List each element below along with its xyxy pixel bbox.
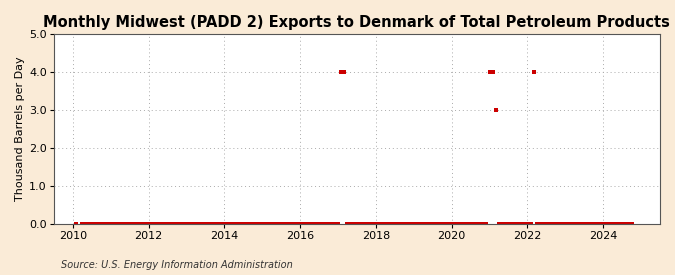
Title: Monthly Midwest (PADD 2) Exports to Denmark of Total Petroleum Products: Monthly Midwest (PADD 2) Exports to Denm…	[43, 15, 670, 30]
Text: Source: U.S. Energy Information Administration: Source: U.S. Energy Information Administ…	[61, 260, 292, 270]
Y-axis label: Thousand Barrels per Day: Thousand Barrels per Day	[15, 57, 25, 201]
